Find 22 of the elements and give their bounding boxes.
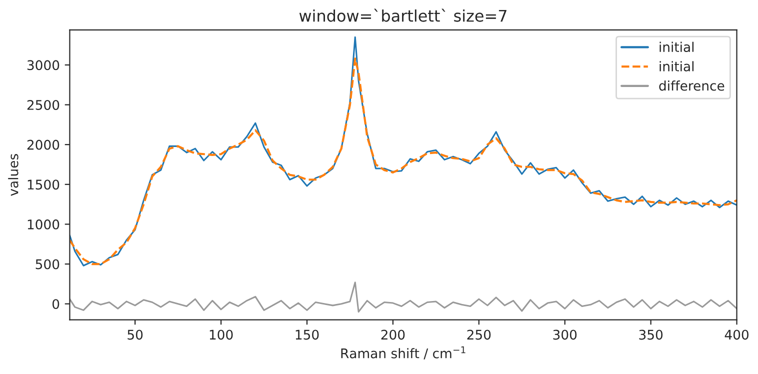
x-axis-title: Raman shift / cm$^{−1}$ bbox=[341, 346, 466, 360]
y-tick-label: 3000 bbox=[27, 60, 60, 70]
y-tick-label: 1000 bbox=[28, 219, 60, 230]
y-tick-label: 0 bbox=[52, 299, 60, 310]
chart-title: window=`bartlett` size=7 bbox=[299, 8, 506, 22]
y-tick-label: 1500 bbox=[28, 180, 60, 190]
legend-label: initial bbox=[660, 61, 694, 72]
x-tick-label: 200 bbox=[381, 330, 405, 340]
x-tick-label: 50 bbox=[128, 330, 143, 340]
x-tick-label: 350 bbox=[639, 330, 663, 340]
line-series bbox=[70, 282, 737, 313]
x-tick-label: 400 bbox=[724, 330, 748, 340]
y-tick-label: 500 bbox=[36, 259, 60, 270]
y-tick-label: 2000 bbox=[27, 140, 60, 150]
legend-label: difference bbox=[659, 80, 724, 91]
x-tick-label: 150 bbox=[296, 330, 319, 340]
legend-label: initial bbox=[660, 42, 694, 52]
y-tick-label: 2500 bbox=[27, 100, 60, 110]
x-tick-label: 100 bbox=[210, 330, 233, 340]
x-tick-label: 300 bbox=[553, 330, 577, 340]
y-axis-title: values bbox=[8, 154, 18, 196]
x-tick-label: 250 bbox=[467, 330, 491, 340]
